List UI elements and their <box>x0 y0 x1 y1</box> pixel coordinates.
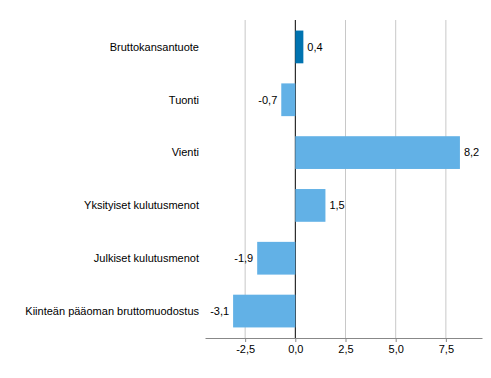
grid <box>245 20 446 338</box>
bars <box>233 31 460 328</box>
data-labels: 0,4 -0,7 8,2 1,5 -1,9 -3,1 <box>210 41 479 317</box>
bar <box>233 295 295 328</box>
category-labels: Bruttokansantuote Tuonti Vienti Yksityiset … <box>25 41 199 317</box>
axis-line <box>206 338 483 339</box>
category-label: Kiinteän pääoman bruttomuodostus <box>25 305 199 317</box>
category-label: Yksityiset kulutusmenot <box>84 199 199 211</box>
tick-mark <box>446 338 447 342</box>
tick-label: 5,0 <box>389 343 404 355</box>
bar <box>295 31 303 64</box>
grid-line <box>295 20 296 338</box>
bar <box>295 189 325 222</box>
data-label: 1,5 <box>329 199 344 211</box>
x-axis: -2,5 0,0 2,5 5,0 7,5 <box>206 338 483 355</box>
tick: 7,5 <box>439 338 454 355</box>
category-label: Vienti <box>172 146 199 158</box>
tick: 0,0 <box>288 338 303 355</box>
data-label: -0,7 <box>258 94 277 106</box>
plot: 0,4 -0,7 8,2 1,5 -1,9 -3,1 Bruttokansantuote Tu… <box>25 20 482 355</box>
bar <box>257 242 295 275</box>
data-label: 0,4 <box>307 41 322 53</box>
grid-line <box>445 20 446 338</box>
data-label: -3,1 <box>210 305 229 317</box>
grid-line <box>395 20 396 338</box>
tick-mark <box>245 338 246 342</box>
tick-mark <box>346 338 347 342</box>
tick-label: 2,5 <box>338 343 353 355</box>
category-label: Tuonti <box>169 94 199 106</box>
chart: 0,4 -0,7 8,2 1,5 -1,9 -3,1 Bruttokansantuote Tu… <box>0 0 491 378</box>
tick: -2,5 <box>236 338 255 355</box>
grid-line <box>345 20 346 338</box>
tick: 5,0 <box>389 338 404 355</box>
tick-label: 7,5 <box>439 343 454 355</box>
tick-mark <box>295 338 296 342</box>
tick-label: 0,0 <box>288 343 303 355</box>
tick-mark <box>396 338 397 342</box>
data-label: -1,9 <box>234 252 253 264</box>
category-label: Julkiset kulutusmenot <box>94 252 199 264</box>
bar <box>281 83 295 116</box>
tick: 2,5 <box>338 338 353 355</box>
bar <box>295 136 460 169</box>
tick-label: -2,5 <box>236 343 255 355</box>
grid-line <box>245 20 246 338</box>
category-label: Bruttokansantuote <box>110 41 199 53</box>
data-label: 8,2 <box>464 146 479 158</box>
